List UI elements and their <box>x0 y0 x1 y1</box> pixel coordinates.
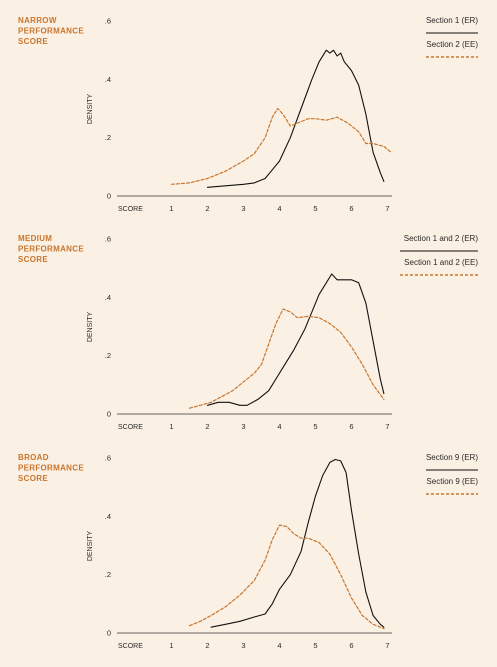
y-tick-label: .4 <box>105 293 111 302</box>
y-tick-label: .6 <box>105 454 111 463</box>
x-tick-label: 3 <box>241 204 245 213</box>
x-tick-label: 7 <box>385 422 389 431</box>
chart-panel-2: MEDIUMPERFORMANCESCORE0.2.4.6DENSITYSCOR… <box>18 234 478 431</box>
x-tick-label: 5 <box>313 204 317 213</box>
series-line-ee <box>188 308 385 409</box>
x-tick-label: 3 <box>241 641 245 650</box>
series-line-er <box>206 273 385 406</box>
series-line-ee <box>188 524 385 630</box>
y-tick-label: .2 <box>105 133 111 142</box>
series-line-er <box>206 49 385 188</box>
y-tick-label: .2 <box>105 570 111 579</box>
y-tick-label: .6 <box>105 17 111 26</box>
legend-label: Section 2 (EE) <box>426 40 478 49</box>
x-axis-label: SCORE <box>118 424 143 431</box>
x-tick-label: 6 <box>349 641 353 650</box>
y-tick-label: .6 <box>105 235 111 244</box>
panel-title-line: SCORE <box>18 37 48 46</box>
series-line-er <box>210 458 385 628</box>
x-tick-label: 3 <box>241 422 245 431</box>
x-tick-label: 1 <box>169 204 173 213</box>
panel-title-line: MEDIUM <box>18 234 52 243</box>
x-tick-label: 6 <box>349 204 353 213</box>
panel-title-line: PERFORMANCE <box>18 27 84 36</box>
y-axis-label: DENSITY <box>87 312 94 343</box>
x-tick-label: 7 <box>385 204 389 213</box>
panel-title-line: BROAD <box>18 453 49 462</box>
panel-title-line: PERFORMANCE <box>18 464 84 473</box>
y-tick-label: .4 <box>105 512 111 521</box>
y-tick-label: 0 <box>107 629 111 638</box>
x-tick-label: 7 <box>385 641 389 650</box>
x-tick-label: 2 <box>205 641 209 650</box>
legend-label: Section 1 (ER) <box>426 16 478 25</box>
x-tick-label: 2 <box>205 204 209 213</box>
x-tick-label: 6 <box>349 422 353 431</box>
x-tick-label: 2 <box>205 422 209 431</box>
legend-label: Section 1 and 2 (ER) <box>404 234 479 243</box>
panel-title-line: SCORE <box>18 255 48 264</box>
y-axis-label: DENSITY <box>87 94 94 125</box>
y-tick-label: 0 <box>107 410 111 419</box>
chart-panel-1: NARROWPERFORMANCESCORE0.2.4.6DENSITYSCOR… <box>18 16 478 213</box>
x-tick-label: 5 <box>313 641 317 650</box>
x-tick-label: 4 <box>277 641 281 650</box>
y-tick-label: .2 <box>105 351 111 360</box>
x-axis-label: SCORE <box>118 206 143 213</box>
x-tick-label: 4 <box>277 422 281 431</box>
x-tick-label: 4 <box>277 204 281 213</box>
legend-label: Section 9 (ER) <box>426 453 478 462</box>
x-axis-label: SCORE <box>118 643 143 650</box>
x-tick-label: 1 <box>169 422 173 431</box>
x-tick-label: 5 <box>313 422 317 431</box>
panel-title-line: SCORE <box>18 474 48 483</box>
chart-panel-3: BROADPERFORMANCESCORE0.2.4.6DENSITYSCORE… <box>18 453 478 650</box>
y-axis-label: DENSITY <box>87 531 94 562</box>
series-line-ee <box>170 107 392 185</box>
legend-label: Section 1 and 2 (EE) <box>404 258 478 267</box>
y-tick-label: 0 <box>107 192 111 201</box>
legend-label: Section 9 (EE) <box>426 477 478 486</box>
y-tick-label: .4 <box>105 75 111 84</box>
panel-title-line: PERFORMANCE <box>18 245 84 254</box>
x-tick-label: 1 <box>169 641 173 650</box>
panel-title-line: NARROW <box>18 16 57 25</box>
